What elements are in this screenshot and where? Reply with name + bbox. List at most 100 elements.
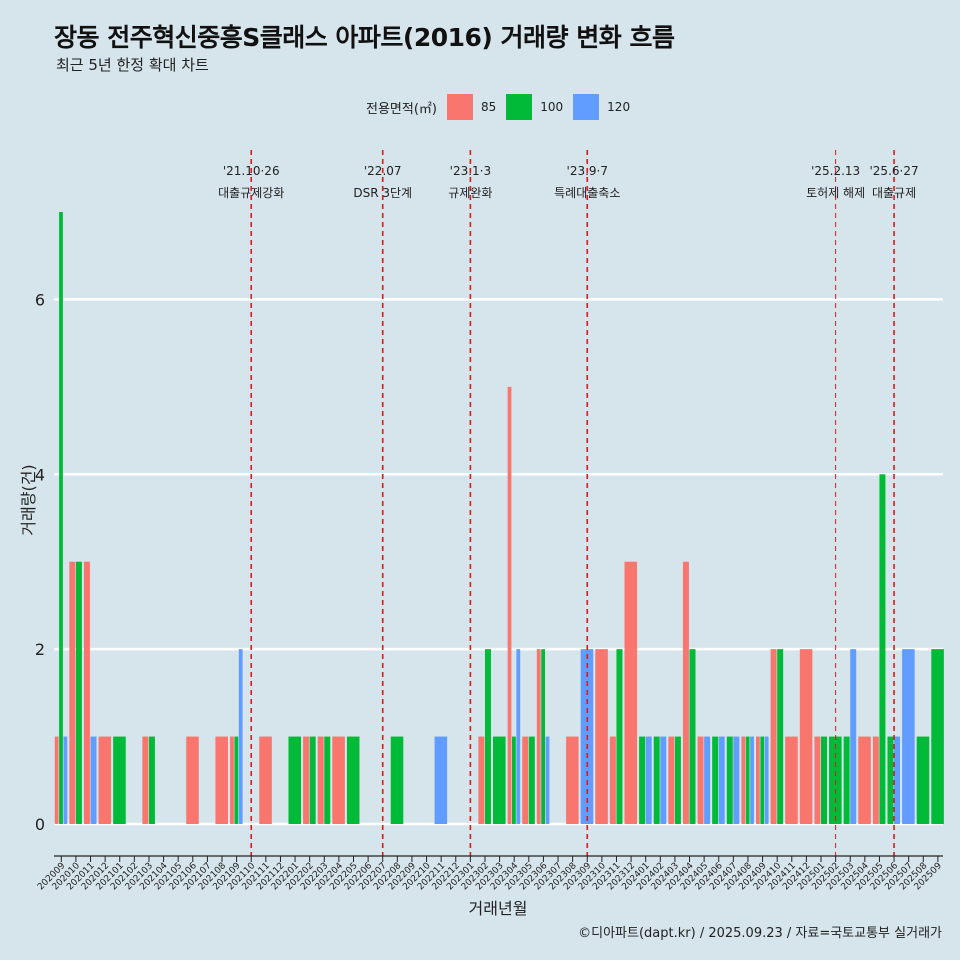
bar-85-202310: [595, 649, 608, 824]
bar-85-202302: [478, 736, 485, 824]
bar-120-202009: [63, 736, 68, 824]
bar-100-202205: [346, 736, 360, 824]
event-date-202110: '21.10·26: [223, 164, 280, 178]
bar-100-202408: [745, 736, 750, 824]
legend-item-100: 100: [506, 94, 563, 120]
event-label-202207: DSR 3단계: [353, 186, 412, 200]
bar-120-202402: [660, 736, 667, 824]
bar-85-202204: [332, 736, 345, 824]
bar-85-202009: [54, 736, 59, 824]
bar-120-202306: [545, 736, 550, 824]
bar-100-202208: [390, 736, 404, 824]
bar-100-202404: [689, 649, 696, 824]
bar-85-202202: [303, 736, 310, 824]
bar-85-202409: [755, 736, 760, 824]
bar-120-202406: [718, 736, 725, 824]
bar-85-202501: [814, 736, 821, 824]
bar-85-202504: [858, 736, 871, 824]
bar-85-202111: [259, 736, 272, 824]
event-date-202309: '23.9·7: [567, 164, 608, 178]
legend-item-85: 85: [446, 94, 497, 120]
bar-85-202305: [522, 736, 529, 824]
bar-100-202010: [75, 561, 82, 824]
bar-85-202012: [98, 736, 112, 824]
bar-100-202401: [639, 736, 646, 824]
bar-85-202403: [668, 736, 675, 824]
legend: 전용면적(㎡) 85 100 120: [366, 93, 640, 121]
legend-swatch-120: [573, 94, 600, 120]
event-date-202502: '25.2.13: [811, 164, 860, 178]
bar-120-202408: [750, 736, 754, 824]
bar-100-202304: [512, 736, 516, 824]
bar-100-202506: [887, 736, 894, 824]
legend-swatch-85: [446, 94, 473, 120]
bar-120-202507: [902, 649, 915, 824]
bar-100-202503: [843, 736, 850, 824]
bar-100-202406: [712, 736, 719, 824]
legend-title: 전용면적(㎡): [366, 101, 437, 117]
bar-120-202506: [894, 736, 901, 824]
bar-100-202202: [309, 736, 316, 824]
bar-85-202411: [785, 736, 798, 824]
bar-100-202505: [879, 474, 886, 824]
bar-120-202503: [850, 649, 857, 824]
bar-100-202101: [113, 736, 126, 824]
bar-100-202509: [931, 649, 944, 824]
bar-120-202405: [704, 736, 711, 824]
bar-100-202306: [541, 649, 546, 824]
bar-85-202312: [624, 561, 638, 824]
bar-100-202409: [760, 736, 765, 824]
bar-85-202408: [741, 736, 746, 824]
bar-120-202304: [516, 649, 521, 824]
bar-120-202401: [645, 736, 652, 824]
y-tick-label: 4: [35, 465, 45, 484]
legend-label-85: 85: [480, 100, 497, 114]
event-label-202502: 토허제 해제: [806, 186, 865, 200]
bar-100-202009: [59, 212, 63, 824]
y-tick-label: 6: [35, 290, 45, 309]
legend-swatch-100: [506, 94, 533, 120]
source-caption: ©디아파트(dapt.kr) / 2025.09.23 / 자료=국토교통부 실…: [578, 926, 942, 941]
x-axis-title: 거래년월: [469, 899, 528, 918]
bar-100-202302: [484, 649, 491, 824]
bar-85-202308: [566, 736, 579, 824]
event-date-202207: '22.07: [364, 164, 402, 178]
bar-120-202211: [434, 736, 448, 824]
bar-120-202409: [764, 736, 769, 824]
bar-100-202103: [148, 736, 155, 824]
bar-100-202201: [288, 736, 302, 824]
bar-100-202508: [916, 736, 930, 824]
bar-85-202410: [770, 649, 777, 824]
bar-100-202407: [726, 736, 733, 824]
y-axis-title: 거래량(건): [19, 464, 38, 535]
bar-120-202011: [90, 736, 97, 824]
bar-85-202109: [230, 736, 234, 824]
event-label-202506: 대출규제: [872, 186, 916, 200]
bar-100-202501: [821, 736, 827, 824]
event-date-202506: '25.6·27: [870, 164, 919, 178]
bar-120-202109: [238, 649, 243, 824]
bar-85-202306: [536, 649, 541, 824]
bar-100-202402: [653, 736, 660, 824]
bar-120-202407: [733, 736, 740, 824]
bar-100-202109: [234, 736, 239, 824]
bar-85-202011: [83, 561, 90, 824]
legend-label-120: 120: [607, 100, 631, 114]
bar-100-202403: [674, 736, 681, 824]
legend-item-120: 120: [573, 94, 630, 120]
y-tick-label: 2: [35, 640, 45, 659]
event-date-202301: '23.1·3: [450, 164, 491, 178]
bar-100-202303: [493, 736, 506, 824]
bar-85-202106: [186, 736, 199, 824]
bar-85-202103: [142, 736, 149, 824]
bar-100-202311: [616, 649, 623, 824]
bar-100-202410: [777, 649, 784, 824]
legend-label-100: 100: [540, 100, 564, 114]
bar-85-202304: [507, 386, 512, 824]
event-label-202110: 대출규제강화: [218, 186, 284, 200]
y-tick-label: 0: [35, 815, 45, 834]
bar-85-202412: [799, 649, 813, 824]
bar-85-202203: [317, 736, 324, 824]
bar-85-202311: [609, 736, 616, 824]
